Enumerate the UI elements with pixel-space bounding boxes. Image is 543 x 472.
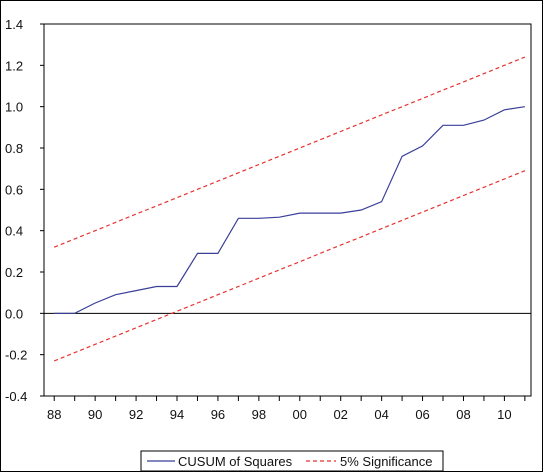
series-line-upper-significance-bound (53, 56, 526, 248)
x-tick-label: 06 (415, 407, 429, 422)
series-line-lower-significance-bound (53, 170, 526, 362)
legend-label-significance: 5% Significance (340, 454, 433, 469)
plot-area-frame (43, 23, 532, 397)
y-tick-label: 0.8 (5, 141, 23, 156)
legend-box (140, 450, 444, 472)
y-tick-label: 0.4 (5, 224, 23, 239)
x-tick-label: 90 (88, 407, 102, 422)
legend: CUSUM of Squares 5% Significance (140, 450, 444, 472)
x-tick-label: 04 (374, 407, 388, 422)
legend-label-cusum: CUSUM of Squares (178, 454, 293, 469)
x-axis: 88 90 92 94 96 98 00 02 04 06 08 10 (47, 396, 526, 422)
y-tick-label: 0.2 (5, 265, 23, 280)
x-tick-label: 94 (170, 407, 184, 422)
y-tick-label: 1.2 (5, 58, 23, 73)
y-tick-label: 1.4 (5, 17, 23, 32)
y-tick-label: 0.6 (5, 182, 23, 197)
y-axis: -0.4 -0.2 0.0 0.2 0.4 0.6 0.8 1.0 1.2 1.4 (5, 17, 44, 404)
y-tick-label: -0.2 (5, 348, 27, 363)
x-tick-label: 88 (47, 407, 61, 422)
y-tick-label: 0.0 (5, 306, 23, 321)
x-tick-label: 02 (333, 407, 347, 422)
series-line-cusum-of-squares (54, 106, 525, 314)
y-tick-label: 1.0 (5, 100, 23, 115)
x-tick-label: 10 (497, 407, 511, 422)
x-tick-label: 98 (252, 407, 266, 422)
y-tick-label: -0.4 (5, 389, 27, 404)
x-tick-label: 96 (211, 407, 225, 422)
x-tick-label: 00 (293, 407, 307, 422)
series-layer (53, 56, 526, 362)
x-tick-label: 08 (456, 407, 470, 422)
x-tick-label: 92 (129, 407, 143, 422)
